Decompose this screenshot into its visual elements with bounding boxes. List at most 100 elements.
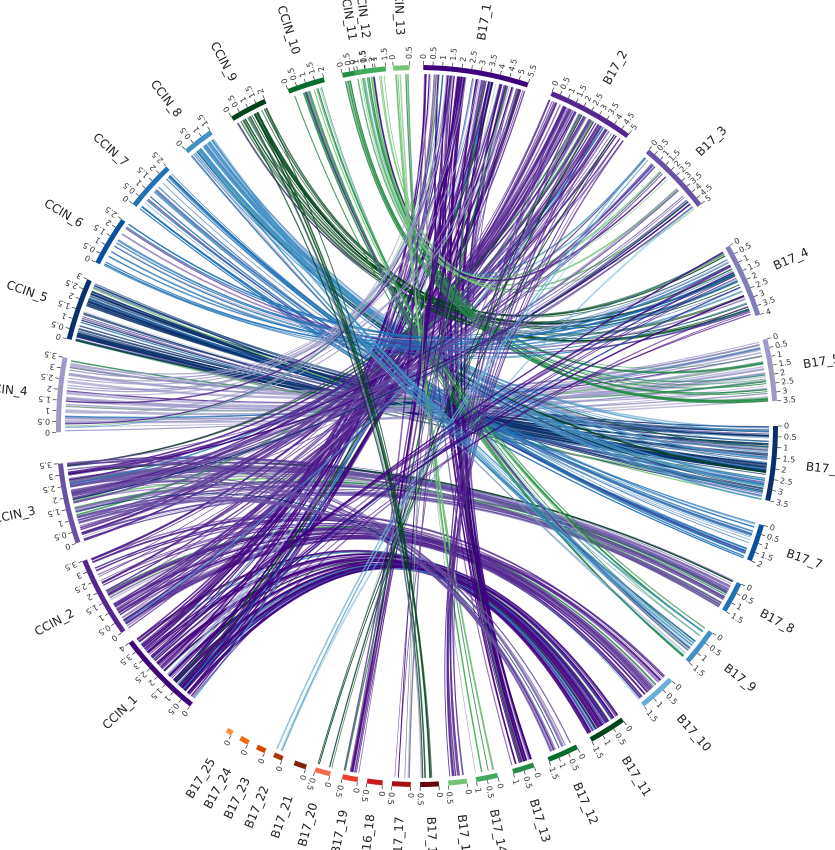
- synteny-link: [81, 492, 721, 606]
- segment-arc: [475, 772, 499, 783]
- tick-label: 1: [60, 311, 68, 321]
- tick-mark: [753, 294, 758, 297]
- tick-label: 1.5: [305, 61, 317, 76]
- tick-label: 0.5: [360, 789, 371, 803]
- tick-mark: [665, 161, 669, 165]
- synteny-link: [145, 554, 599, 729]
- tick-label: 2.5: [42, 483, 56, 494]
- tick-label: 1: [439, 55, 448, 61]
- tick-mark: [56, 366, 61, 369]
- tick-label: 3.5: [783, 395, 796, 405]
- tick-mark: [198, 133, 202, 137]
- segment-b17-1: 0 0.5 1 1.5 2 2.53 3.54 4.55 5.5 B17_1: [419, 2, 539, 88]
- synteny-link: [183, 311, 751, 691]
- synteny-link: [77, 163, 653, 521]
- synteny-link: [72, 201, 689, 501]
- tick-label: 0.5: [707, 643, 723, 658]
- synteny-link: [73, 486, 566, 746]
- tick-mark: [712, 632, 717, 636]
- synteny-link: [243, 119, 424, 779]
- synteny-link: [350, 76, 464, 773]
- segment-label: B17_3: [693, 123, 729, 159]
- tick-label: 4: [765, 307, 773, 317]
- synteny-link: [318, 107, 568, 765]
- segment-b17-5: 00.511.522.533.5 B17_5: [762, 332, 835, 405]
- tick-label: 2: [256, 87, 266, 95]
- segment-label: CCIN_13: [391, 0, 407, 36]
- tick-mark: [285, 85, 288, 90]
- tick-mark: [461, 63, 463, 68]
- tick-label: 0: [419, 54, 428, 59]
- tick-label: 0: [222, 105, 232, 114]
- tick-label: 3.5: [775, 498, 789, 509]
- tick-mark: [487, 779, 489, 785]
- synteny-link: [154, 251, 724, 662]
- tick-mark: [207, 126, 211, 131]
- tick-label: 0.5: [386, 792, 396, 805]
- tick-mark: [356, 65, 358, 71]
- segment-arc: [645, 149, 702, 207]
- tick-mark: [245, 744, 248, 749]
- tick-label: 1.5: [591, 745, 605, 761]
- segment-label: B17_21: [268, 793, 296, 840]
- tick-mark: [576, 98, 579, 103]
- tick-label: 4: [694, 181, 704, 191]
- tick-mark: [322, 73, 324, 78]
- tick-mark: [312, 772, 315, 777]
- tick-label: 1.5: [547, 766, 560, 781]
- tick-mark: [774, 373, 779, 375]
- tick-mark: [178, 699, 182, 703]
- tick-label: 2: [367, 56, 377, 62]
- tick-mark: [548, 761, 552, 766]
- tick-mark: [691, 189, 696, 193]
- synteny-link: [192, 305, 749, 698]
- tick-mark: [741, 583, 746, 587]
- synteny-link: [72, 173, 663, 499]
- tick-mark: [262, 753, 265, 757]
- synteny-link: [70, 172, 662, 492]
- tick-label: 2: [67, 290, 75, 300]
- synteny-link: [75, 493, 560, 749]
- tick-label: 0.5: [358, 50, 369, 64]
- tick-mark: [294, 81, 297, 86]
- tick-label: 2.5: [468, 50, 479, 64]
- synteny-link: [354, 79, 479, 773]
- tick-mark: [111, 623, 115, 626]
- tick-label: 0: [279, 77, 289, 85]
- segment-label: B17_1: [474, 2, 494, 41]
- segment-label: CCIN_8: [148, 77, 185, 120]
- tick-label: 0.5: [766, 532, 781, 544]
- tick-mark: [356, 781, 358, 787]
- tick-label: 2.5: [779, 476, 793, 487]
- tick-label: 2: [316, 65, 326, 72]
- segment-arc: [354, 66, 386, 76]
- tick-mark: [58, 356, 63, 358]
- tick-mark: [761, 534, 766, 537]
- tick-label: 0.5: [286, 67, 299, 82]
- tick-mark: [757, 303, 762, 306]
- tick-mark: [591, 106, 595, 111]
- tick-mark: [746, 277, 751, 280]
- tick-mark: [671, 166, 675, 171]
- segment-arc: [366, 778, 383, 786]
- synteny-link: [179, 277, 737, 687]
- synteny-link: [67, 75, 448, 393]
- tick-label: 2: [672, 159, 682, 169]
- synteny-link: [123, 102, 558, 621]
- tick-label: 0.5: [334, 784, 345, 798]
- tick-mark: [734, 251, 738, 255]
- tick-mark: [106, 233, 111, 237]
- tick-label: 1: [473, 787, 483, 794]
- tick-mark: [364, 64, 366, 69]
- synteny-link: [151, 271, 734, 659]
- segment-arc: [550, 91, 630, 138]
- synteny-link: [67, 115, 585, 474]
- tick-mark: [104, 613, 109, 616]
- tick-mark: [182, 146, 186, 150]
- tick-label: 1: [567, 86, 577, 94]
- segment-label: B17_6: [805, 459, 835, 477]
- tick-mark: [91, 259, 96, 263]
